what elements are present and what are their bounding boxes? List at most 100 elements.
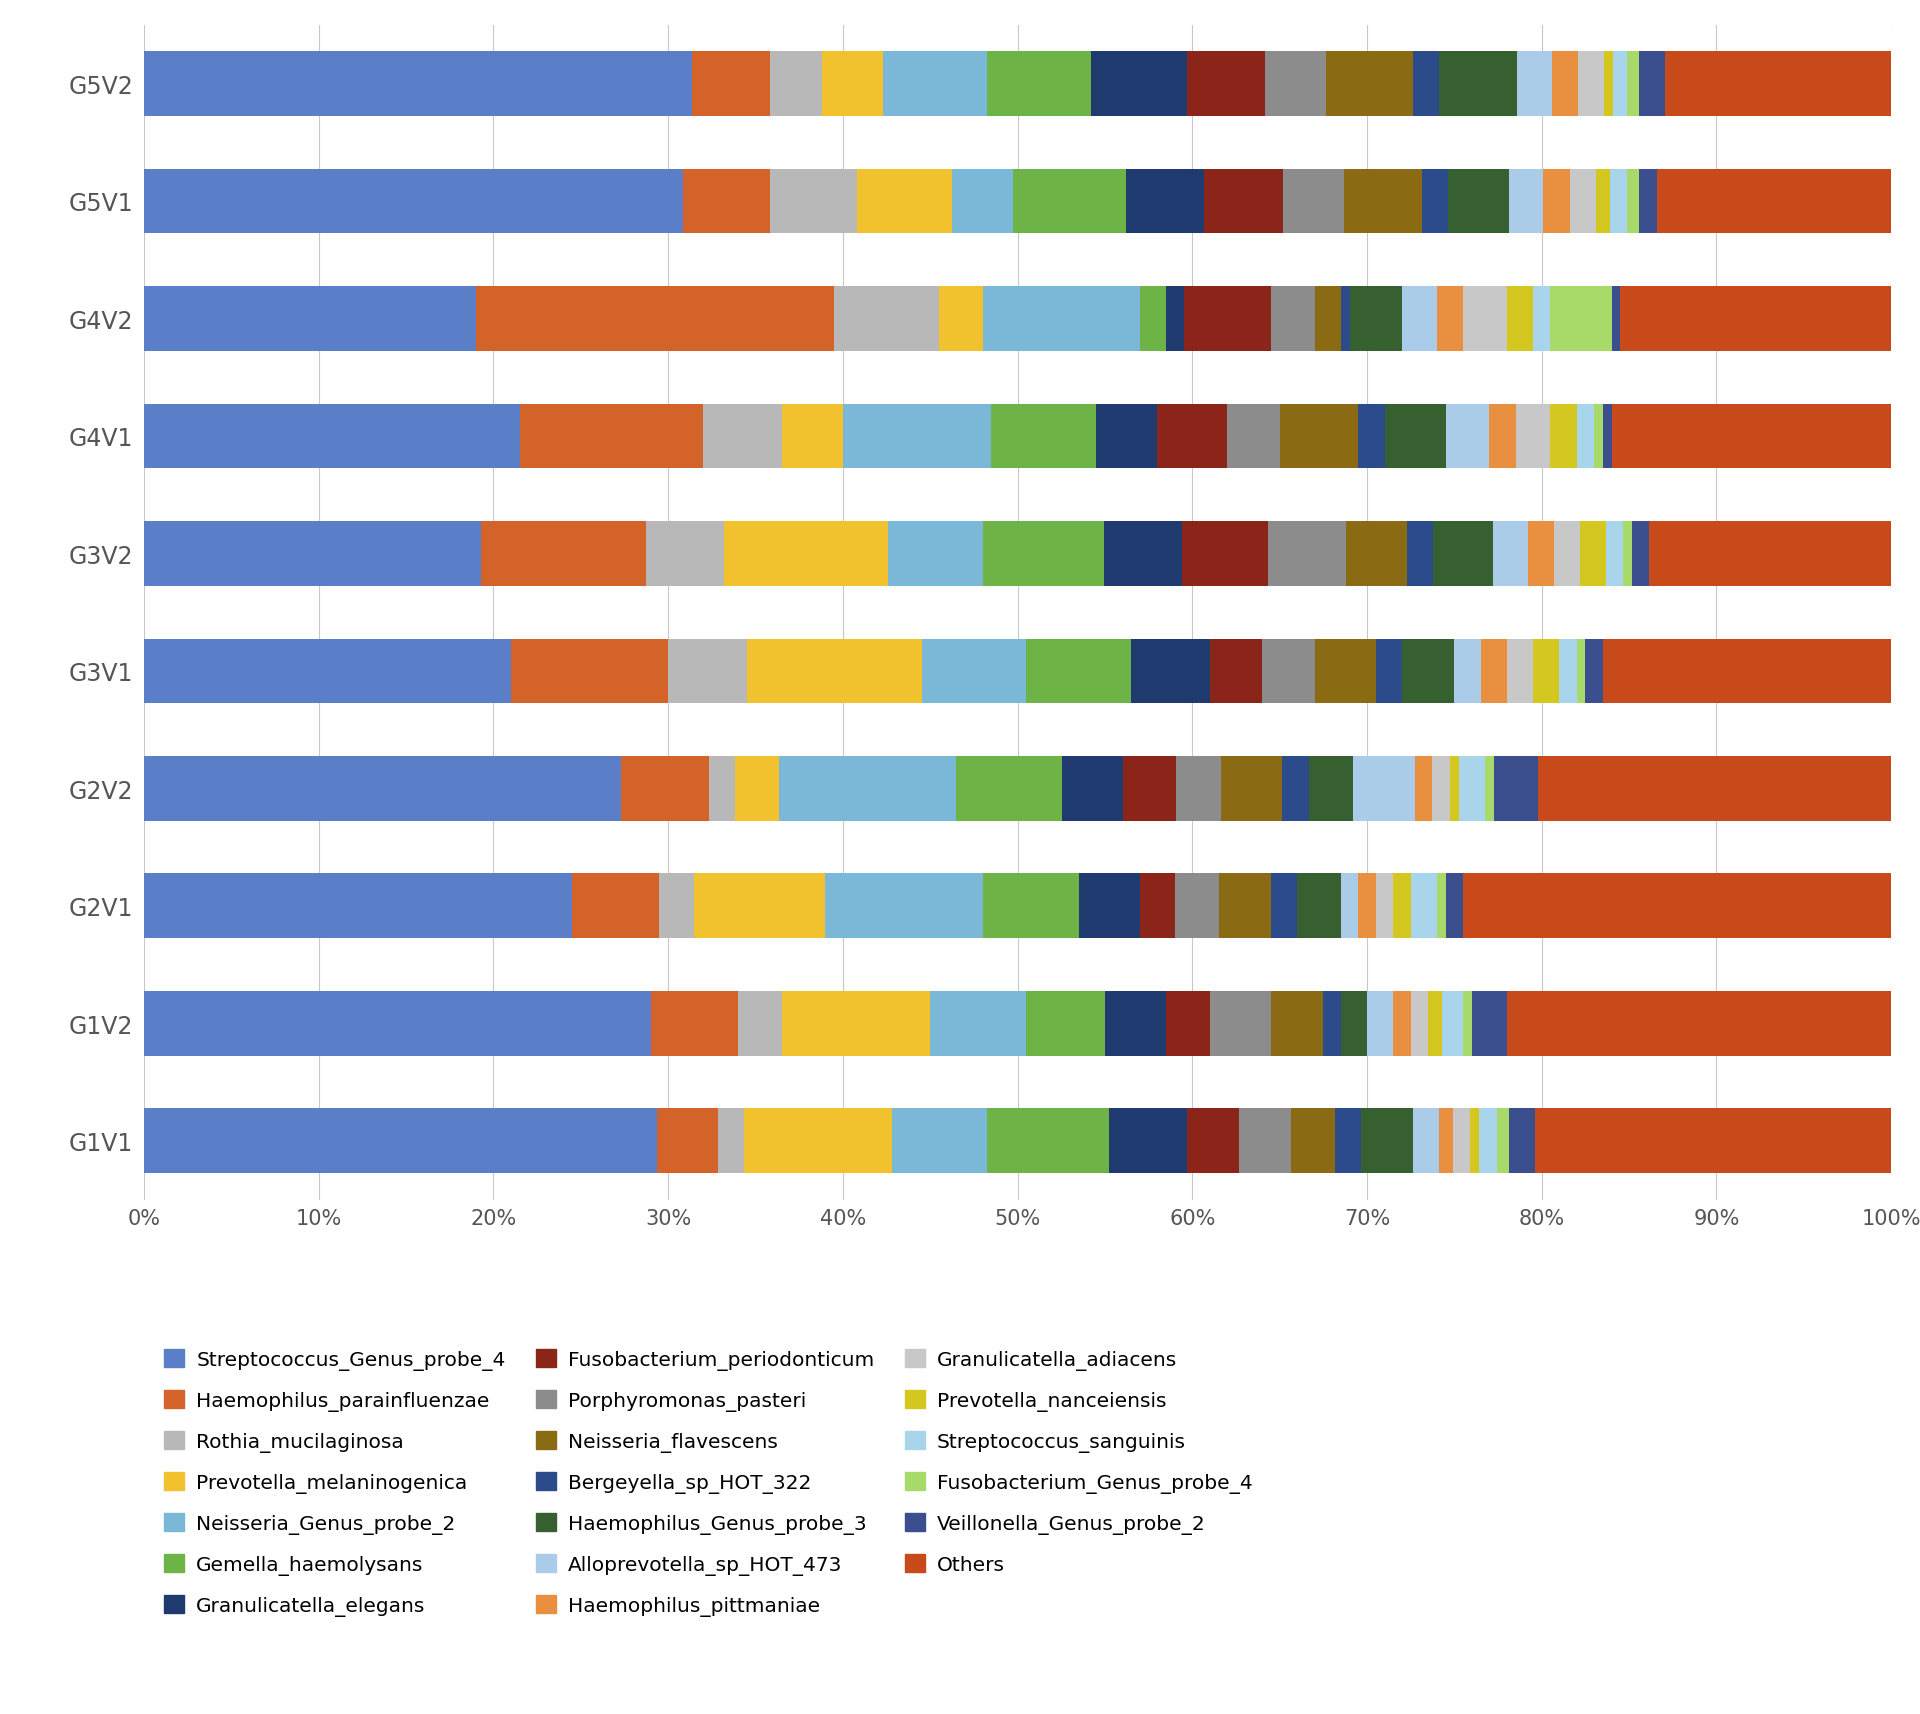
Bar: [983, 874, 1079, 939]
Bar: [1158, 405, 1227, 470]
Bar: [1609, 170, 1626, 235]
Bar: [1014, 170, 1127, 235]
Bar: [1269, 521, 1346, 586]
Bar: [1463, 286, 1507, 351]
Bar: [1463, 874, 1891, 939]
Legend: Streptococcus_Genus_probe_4, Haemophilus_parainfluenzae, Rothia_mucilaginosa, Pr: Streptococcus_Genus_probe_4, Haemophilus…: [154, 1339, 1263, 1627]
Bar: [1323, 991, 1340, 1056]
Bar: [1415, 756, 1432, 821]
Bar: [1062, 756, 1123, 821]
Bar: [144, 639, 511, 704]
Bar: [1377, 874, 1394, 939]
Bar: [691, 51, 770, 117]
Bar: [1315, 639, 1377, 704]
Bar: [747, 639, 922, 704]
Bar: [724, 521, 887, 586]
Bar: [883, 51, 987, 117]
Bar: [1407, 521, 1432, 586]
Bar: [144, 51, 691, 117]
Bar: [1626, 51, 1640, 117]
Bar: [1227, 405, 1279, 470]
Bar: [833, 286, 939, 351]
Bar: [1340, 874, 1357, 939]
Bar: [1340, 991, 1367, 1056]
Bar: [1411, 874, 1436, 939]
Bar: [1450, 756, 1459, 821]
Bar: [1110, 1109, 1187, 1174]
Bar: [1187, 51, 1265, 117]
Bar: [1455, 639, 1480, 704]
Bar: [1463, 991, 1473, 1056]
Bar: [1649, 521, 1891, 586]
Bar: [1532, 639, 1559, 704]
Bar: [1344, 170, 1423, 235]
Bar: [1210, 639, 1261, 704]
Bar: [1626, 170, 1640, 235]
Bar: [1265, 51, 1327, 117]
Bar: [1613, 51, 1626, 117]
Bar: [572, 874, 659, 939]
Bar: [1471, 1109, 1478, 1174]
Bar: [144, 1109, 657, 1174]
Bar: [1507, 639, 1532, 704]
Bar: [1346, 521, 1407, 586]
Bar: [695, 874, 826, 939]
Bar: [1544, 170, 1569, 235]
Bar: [929, 991, 1027, 1056]
Bar: [780, 756, 956, 821]
Bar: [1187, 1109, 1238, 1174]
Bar: [1165, 286, 1183, 351]
Bar: [1551, 286, 1611, 351]
Bar: [1027, 639, 1131, 704]
Bar: [482, 521, 645, 586]
Bar: [939, 286, 983, 351]
Bar: [1494, 756, 1538, 821]
Bar: [1551, 51, 1578, 117]
Bar: [1486, 756, 1494, 821]
Bar: [1490, 405, 1515, 470]
Bar: [1204, 170, 1283, 235]
Bar: [1123, 756, 1177, 821]
Bar: [1315, 286, 1340, 351]
Bar: [735, 756, 780, 821]
Bar: [144, 874, 572, 939]
Bar: [1605, 51, 1613, 117]
Bar: [1394, 991, 1411, 1056]
Bar: [1494, 521, 1528, 586]
Bar: [1175, 874, 1219, 939]
Bar: [1340, 286, 1350, 351]
Bar: [1402, 639, 1455, 704]
Bar: [1509, 170, 1544, 235]
Bar: [781, 991, 929, 1056]
Bar: [1528, 521, 1553, 586]
Bar: [1507, 286, 1532, 351]
Bar: [922, 639, 1027, 704]
Bar: [891, 1109, 987, 1174]
Bar: [1640, 170, 1657, 235]
Bar: [1423, 170, 1448, 235]
Bar: [1436, 874, 1446, 939]
Bar: [144, 991, 651, 1056]
Bar: [991, 405, 1096, 470]
Bar: [1411, 991, 1428, 1056]
Bar: [1219, 874, 1271, 939]
Bar: [651, 991, 737, 1056]
Bar: [1091, 51, 1187, 117]
Bar: [659, 874, 695, 939]
Bar: [1131, 639, 1210, 704]
Bar: [1480, 639, 1507, 704]
Bar: [1384, 405, 1446, 470]
Bar: [856, 170, 952, 235]
Bar: [743, 1109, 891, 1174]
Bar: [1361, 1109, 1413, 1174]
Bar: [822, 51, 883, 117]
Bar: [1611, 405, 1891, 470]
Bar: [1165, 991, 1210, 1056]
Bar: [1603, 639, 1891, 704]
Bar: [1569, 170, 1596, 235]
Bar: [1377, 639, 1402, 704]
Bar: [1453, 1109, 1471, 1174]
Bar: [1509, 1109, 1534, 1174]
Bar: [1367, 991, 1394, 1056]
Bar: [144, 521, 482, 586]
